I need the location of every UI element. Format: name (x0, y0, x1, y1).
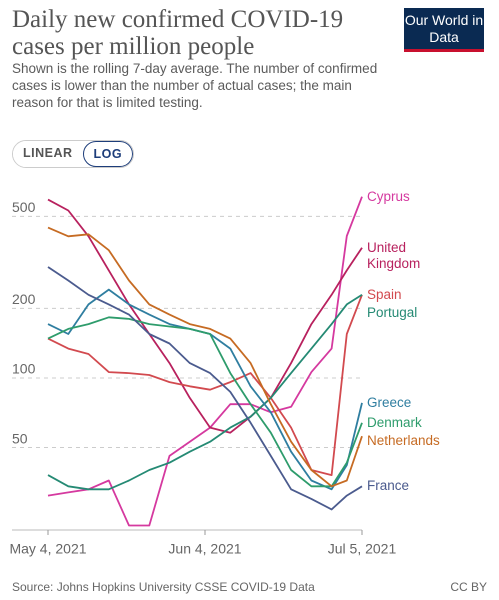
chart-title: Daily new confirmed COVID-19 cases per m… (12, 6, 344, 60)
y-tick-label: 50 (12, 430, 28, 446)
series-line (47, 294, 363, 476)
legend-label[interactable]: Greece (367, 394, 412, 410)
chart-subtitle: Shown is the rolling 7-day average. The … (12, 61, 378, 110)
series-line (47, 294, 363, 491)
series-line (47, 316, 363, 488)
legend-label[interactable]: Denmark (367, 414, 422, 430)
y-tick-label: 100 (12, 361, 36, 377)
x-tick-label: Jul 5, 2021 (328, 541, 397, 557)
y-tick-label: 500 (12, 199, 36, 215)
license[interactable]: CC BY (450, 580, 487, 594)
y-tick-label: 200 (12, 291, 36, 307)
legend-label[interactable]: France (367, 478, 410, 494)
scale-toggle: LINEAR LOG (12, 140, 135, 168)
x-tick-label: May 4, 2021 (9, 541, 86, 557)
logo[interactable]: Our World in Data (404, 8, 484, 52)
legend-label[interactable]: Portugal (367, 304, 418, 320)
x-tick-label: Jun 4, 2021 (168, 541, 241, 557)
log-button[interactable]: LOG (82, 141, 134, 167)
series-line (47, 198, 363, 434)
legend-label[interactable]: United Kingdom (367, 239, 421, 271)
legend-label[interactable]: Netherlands (367, 432, 440, 448)
series-line (47, 226, 363, 488)
legend-label[interactable]: Cyprus (367, 188, 410, 204)
linear-button[interactable]: LINEAR (13, 141, 83, 167)
series-line (47, 266, 363, 511)
legend-label[interactable]: Spain (367, 286, 402, 302)
source: Source: Johns Hopkins University CSSE CO… (12, 580, 315, 594)
